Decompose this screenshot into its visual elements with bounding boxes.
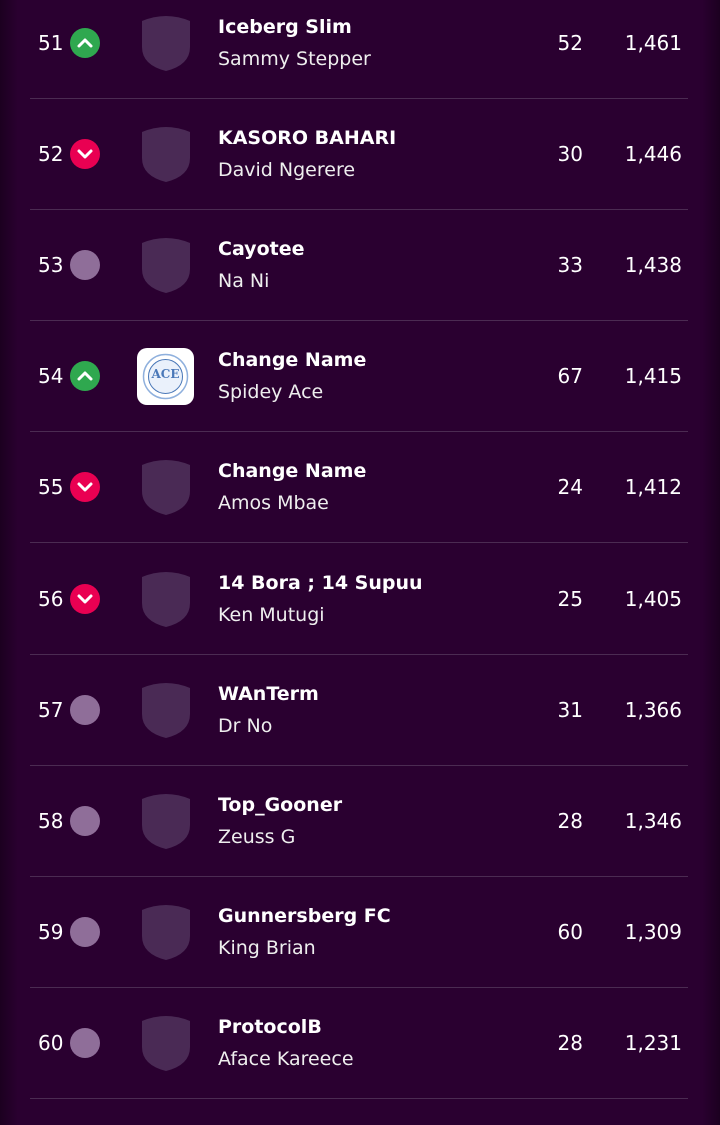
shield-shape bbox=[142, 238, 190, 294]
shield-shape bbox=[142, 16, 190, 71]
total-points: 1,415 bbox=[624, 364, 682, 389]
total-points: 1,231 bbox=[624, 1030, 682, 1055]
movement-icon bbox=[70, 361, 100, 392]
rank: 54 bbox=[38, 364, 64, 389]
team-shield bbox=[140, 902, 192, 966]
chevron bbox=[77, 371, 93, 381]
movement-icon bbox=[70, 694, 100, 725]
standings-row[interactable]: 57 WAnTerm Dr No 31 1,366 bbox=[30, 654, 688, 766]
shield-shape bbox=[142, 682, 190, 738]
chevron bbox=[77, 149, 93, 159]
standings-row[interactable]: 51 Iceberg Slim Sammy Stepper 52 1,461 bbox=[30, 0, 688, 99]
manager-name: Ken Mutugi bbox=[218, 603, 325, 626]
rank: 57 bbox=[38, 697, 64, 722]
team-name: ProtocolB bbox=[218, 1015, 322, 1038]
team-name: Change Name bbox=[218, 460, 367, 483]
team-name: Top_Gooner bbox=[218, 793, 343, 816]
gameweek-points: 28 bbox=[557, 1030, 583, 1055]
gameweek-points: 60 bbox=[557, 919, 583, 944]
rank: 52 bbox=[38, 142, 64, 167]
standings-row[interactable]: 58 Top_Gooner Zeuss G 28 1,346 bbox=[30, 765, 688, 877]
shield-shape bbox=[142, 127, 190, 183]
total-points: 1,446 bbox=[624, 142, 682, 167]
rank: 55 bbox=[38, 475, 64, 500]
manager-name: King Brian bbox=[218, 936, 316, 959]
team-shield bbox=[140, 235, 192, 299]
team-name: WAnTerm bbox=[218, 682, 319, 705]
manager-name: Aface Kareece bbox=[218, 1047, 354, 1070]
standings-row[interactable]: 59 Gunnersberg FC King Brian 60 1,309 bbox=[30, 876, 688, 988]
shield-shape bbox=[142, 1015, 190, 1071]
team-shield bbox=[140, 457, 192, 521]
total-points: 1,412 bbox=[624, 475, 682, 500]
team-name: Gunnersberg FC bbox=[218, 904, 391, 927]
movement-icon bbox=[70, 1027, 100, 1058]
shield-shape bbox=[142, 571, 190, 627]
team-shield bbox=[140, 124, 192, 188]
rank: 53 bbox=[38, 253, 64, 278]
chevron bbox=[77, 482, 93, 492]
standings-row[interactable]: 54 ACE Change Name Spidey Ace 67 1,415 bbox=[30, 320, 688, 433]
gameweek-points: 28 bbox=[557, 808, 583, 833]
movement-icon bbox=[70, 28, 100, 58]
shield-shape bbox=[142, 460, 190, 516]
standings-row[interactable]: 60 ProtocolB Aface Kareece 28 1,231 bbox=[30, 987, 688, 1099]
gameweek-points: 25 bbox=[557, 586, 583, 611]
total-points: 1,461 bbox=[624, 31, 682, 55]
shield-shape bbox=[142, 904, 190, 960]
rank: 58 bbox=[38, 808, 64, 833]
chevron bbox=[77, 594, 93, 603]
movement-icon bbox=[70, 583, 100, 614]
total-points: 1,438 bbox=[624, 253, 682, 278]
rank: 56 bbox=[38, 586, 64, 611]
team-name: Change Name bbox=[218, 349, 367, 372]
gameweek-points: 33 bbox=[557, 253, 583, 278]
movement-icon bbox=[70, 250, 100, 281]
team-shield bbox=[140, 569, 192, 633]
shield-shape bbox=[142, 793, 190, 849]
gameweek-points: 30 bbox=[557, 142, 583, 167]
movement-icon bbox=[70, 139, 100, 170]
gameweek-points: 52 bbox=[557, 31, 583, 55]
manager-name: Sammy Stepper bbox=[218, 48, 371, 70]
total-points: 1,346 bbox=[624, 808, 682, 833]
rank: 60 bbox=[38, 1030, 64, 1055]
team-shield bbox=[140, 680, 192, 744]
team-name: KASORO BAHARI bbox=[218, 127, 397, 150]
total-points: 1,309 bbox=[624, 919, 682, 944]
team-name: 14 Bora ; 14 Supuu bbox=[218, 571, 423, 594]
team-shield bbox=[140, 1013, 192, 1077]
gameweek-points: 24 bbox=[557, 475, 583, 500]
chevron bbox=[77, 38, 93, 48]
manager-name: Dr No bbox=[218, 714, 273, 737]
gameweek-points: 31 bbox=[557, 697, 583, 722]
rank: 59 bbox=[38, 919, 64, 944]
total-points: 1,405 bbox=[624, 586, 682, 611]
team-name: Cayotee bbox=[218, 238, 305, 261]
movement-icon bbox=[70, 916, 100, 947]
standings-row[interactable]: 55 Change Name Amos Mbae 24 1,412 bbox=[30, 431, 688, 544]
movement-icon bbox=[70, 472, 100, 503]
badge-text: ACE bbox=[151, 367, 180, 382]
gameweek-points: 67 bbox=[557, 364, 583, 389]
badge-ring bbox=[142, 354, 189, 400]
standings-row[interactable]: 52 KASORO BAHARI David Ngerere 30 1,446 bbox=[30, 98, 688, 211]
manager-name: Spidey Ace bbox=[218, 381, 324, 404]
movement-icon bbox=[70, 805, 100, 836]
team-shield bbox=[140, 791, 192, 855]
team-name: Iceberg Slim bbox=[218, 16, 352, 38]
standings-row[interactable]: 53 Cayotee Na Ni 33 1,438 bbox=[30, 209, 688, 322]
team-badge: ACE bbox=[137, 348, 194, 406]
manager-name: Amos Mbae bbox=[218, 492, 329, 515]
rank: 51 bbox=[38, 31, 64, 55]
manager-name: Zeuss G bbox=[218, 825, 296, 848]
manager-name: David Ngerere bbox=[218, 159, 356, 182]
team-shield bbox=[140, 13, 192, 77]
standings-row[interactable]: 56 14 Bora ; 14 Supuu Ken Mutugi 25 1,405 bbox=[30, 543, 688, 655]
manager-name: Na Ni bbox=[218, 270, 270, 293]
total-points: 1,366 bbox=[624, 697, 682, 722]
